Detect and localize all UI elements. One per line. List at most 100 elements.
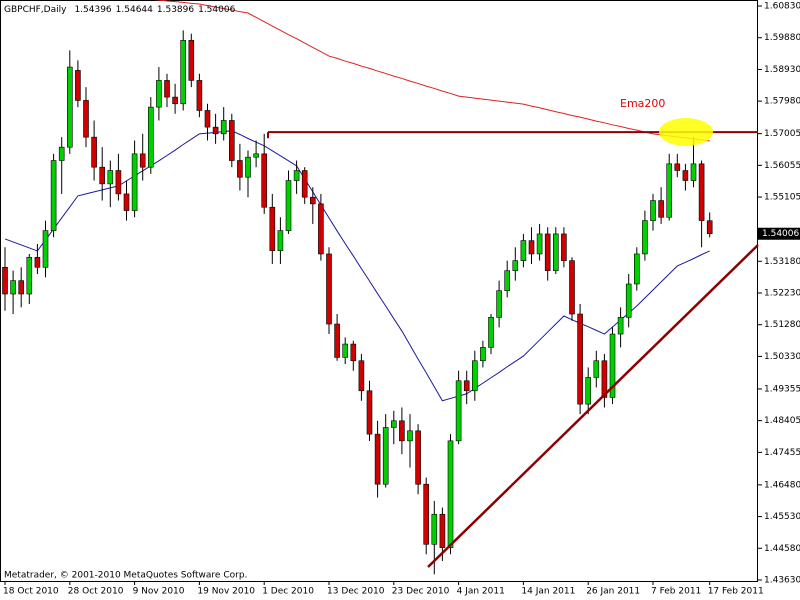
candle-body	[220, 120, 227, 135]
candle-body	[455, 380, 462, 442]
candle-body	[496, 290, 502, 318]
candle-body	[42, 230, 49, 268]
x-tick-label: 4 Jan 2011	[457, 587, 505, 597]
header: GBPCHF,Daily 1.54396 1.54644 1.53896 1.54006	[4, 5, 236, 15]
candle-body	[520, 240, 527, 261]
ma-line	[4, 130, 710, 402]
footer: Metatrader, © 2001-2010 MetaQuotes Softw…	[4, 571, 247, 581]
y-tick-label: 1.51280	[764, 320, 800, 330]
candle-body	[50, 160, 57, 231]
candle-body	[293, 170, 300, 181]
candle-body	[569, 260, 575, 315]
open-value: 1.54396	[74, 5, 111, 15]
candle-body	[463, 380, 470, 392]
y-tick-label: 1.49355	[764, 384, 800, 394]
candle-body	[334, 323, 340, 358]
candle-body	[504, 270, 511, 291]
candle-body	[390, 420, 397, 428]
candle-body	[439, 513, 446, 548]
candle-body	[180, 40, 186, 105]
candle-body	[552, 233, 559, 271]
candle-body	[277, 230, 284, 251]
candle-body	[34, 256, 41, 268]
candle-body	[26, 256, 33, 295]
candle-body	[480, 347, 486, 362]
candle-body	[318, 203, 324, 255]
close-value: 1.54006	[198, 5, 235, 15]
y-tick-label: 1.56055	[764, 161, 800, 171]
x-tick-label: 18 Oct 2010	[3, 587, 59, 597]
trend-line	[427, 244, 759, 568]
candle-body	[75, 70, 81, 101]
x-tick-label: 19 Nov 2010	[197, 587, 255, 597]
candle-body	[188, 40, 195, 81]
x-tick-label: 23 Dec 2010	[392, 587, 450, 597]
y-tick-label: 1.58930	[764, 65, 800, 75]
candle-body	[350, 343, 357, 362]
candle-body	[642, 220, 648, 255]
y-tick-label: 1.57005	[764, 129, 800, 139]
candle-body	[83, 100, 89, 138]
candle-body	[342, 343, 349, 358]
y-tick-label: 1.44580	[764, 544, 800, 554]
candle-body	[666, 163, 673, 218]
candle-body	[609, 333, 616, 398]
candle-body	[18, 280, 25, 295]
candle-body	[58, 146, 65, 161]
candle-body	[212, 126, 219, 135]
candle-body	[447, 440, 454, 548]
candle-body	[674, 163, 681, 171]
candle-body	[156, 80, 162, 108]
candle-body	[544, 233, 551, 271]
candle-body	[358, 360, 365, 392]
y-tick-label: 1.59880	[764, 33, 800, 43]
candle-body	[172, 96, 178, 105]
candle-body	[309, 196, 316, 205]
candle-body	[326, 253, 332, 325]
y-tick-label: 1.60830	[764, 2, 800, 12]
x-tick-label: 26 Jan 2011	[586, 587, 640, 597]
candle-body	[10, 280, 16, 295]
candle-body	[407, 430, 413, 442]
x-tick-label: 14 Jan 2011	[521, 587, 575, 597]
candle-body	[245, 156, 251, 178]
candle-body	[99, 166, 105, 185]
y-tick-label: 1.50330	[764, 352, 800, 362]
candle-body	[658, 200, 664, 218]
candle-body	[698, 163, 705, 221]
low-value: 1.53896	[157, 5, 194, 15]
candle-body	[115, 170, 122, 195]
candle-body	[2, 267, 8, 295]
candle-body	[107, 170, 114, 185]
candle-body	[382, 427, 389, 485]
candle-body	[399, 420, 405, 442]
y-tick-label: 1.48405	[764, 416, 800, 426]
candle-body	[237, 160, 243, 178]
symbol: GBPCHF,Daily	[4, 5, 67, 15]
candle-body	[706, 220, 713, 235]
high-value: 1.54644	[116, 5, 153, 15]
x-tick-label: 1 Dec 2010	[262, 587, 314, 597]
y-tick-label: 1.52230	[764, 289, 800, 299]
candle-body	[431, 513, 438, 545]
candle-body	[536, 233, 543, 255]
candle-body	[633, 253, 640, 285]
candle-body	[67, 66, 73, 148]
candle-body	[301, 170, 308, 198]
y-tick-label: 1.57980	[764, 97, 800, 107]
ma-line	[152, 0, 710, 142]
x-tick-label: 9 Nov 2010	[133, 587, 185, 597]
candle-body	[139, 153, 146, 168]
candle-body	[131, 153, 138, 211]
candle-body	[625, 283, 632, 318]
x-tick-label: 17 Feb 2011	[708, 587, 764, 597]
candle-body	[269, 206, 276, 251]
candle-body	[204, 110, 211, 128]
candle-body	[577, 313, 583, 405]
price-tag	[758, 227, 800, 240]
candle-body	[253, 153, 259, 158]
candle-body	[528, 240, 535, 255]
candle-body	[196, 80, 203, 111]
y-tick-label: 1.45530	[764, 512, 800, 522]
